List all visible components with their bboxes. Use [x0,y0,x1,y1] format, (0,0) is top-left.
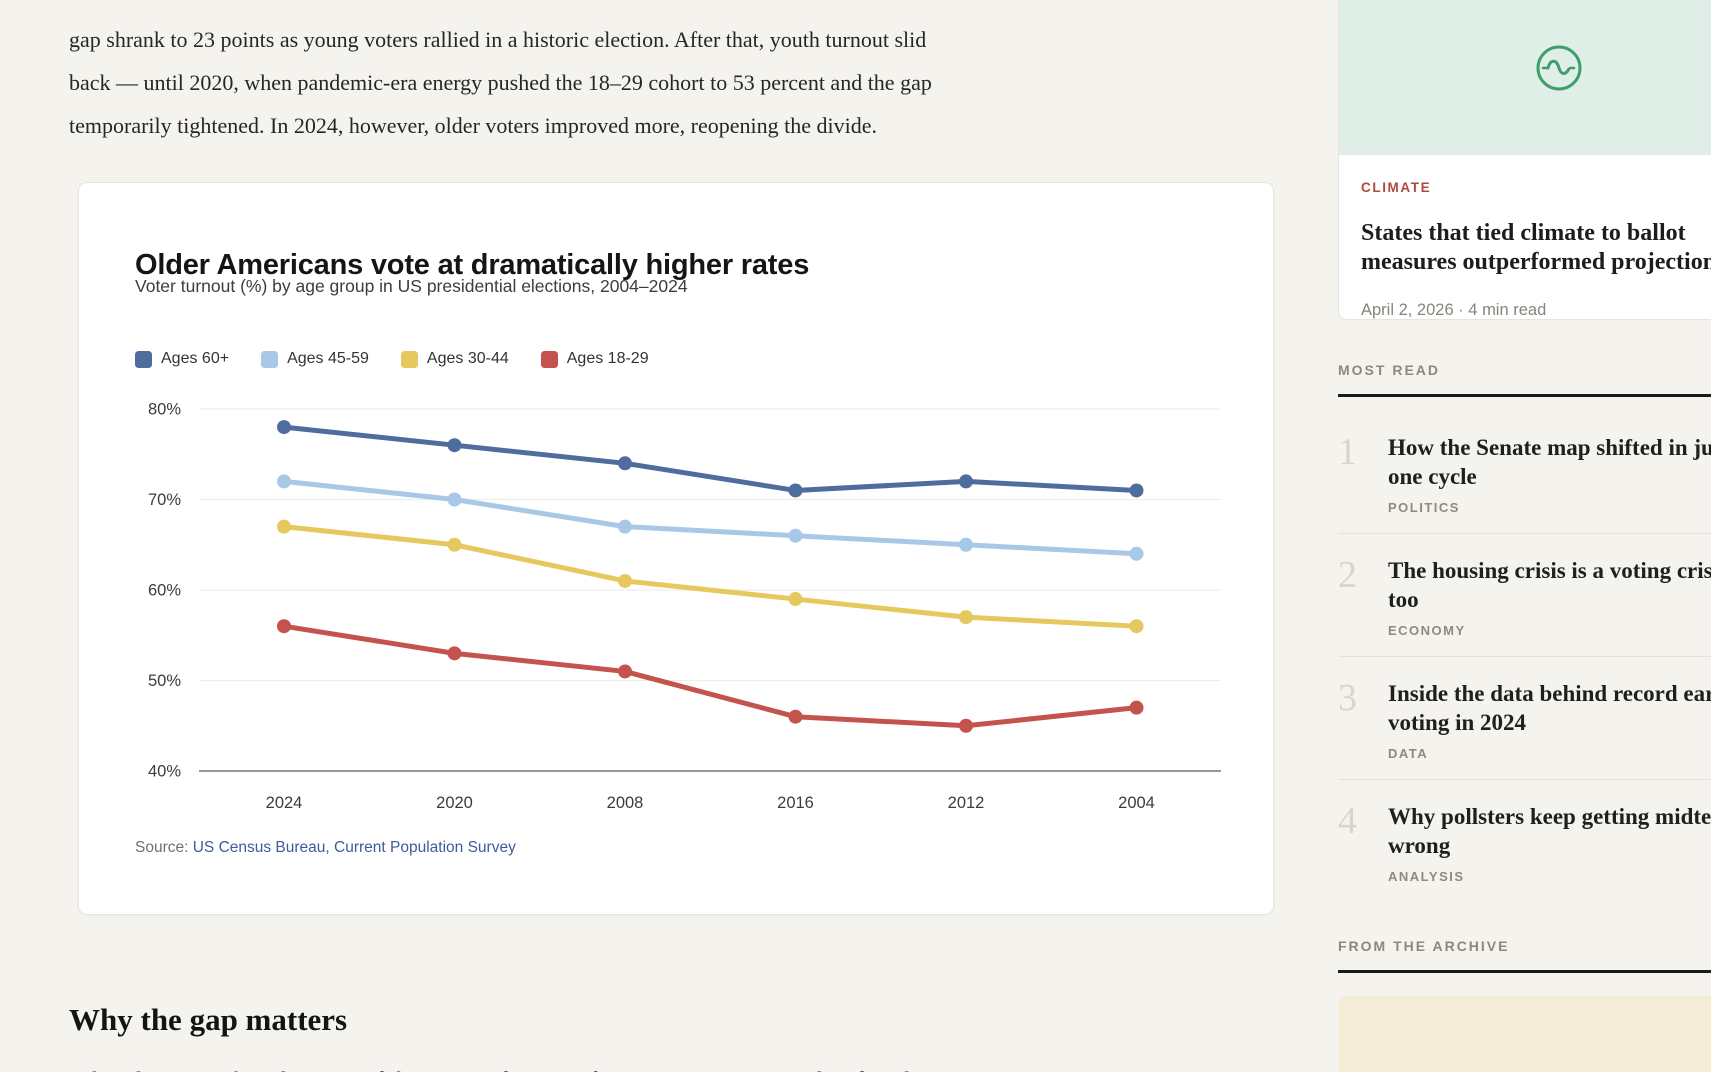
rank-number: 4 [1338,800,1357,842]
chart-card: Older Americans vote at dramatically hig… [78,182,1274,915]
article-paragraph-top: gap shrank to 23 points as young voters … [69,27,932,138]
most-read-item-text: How the Senate map shifted in just one c… [1388,433,1711,515]
most-read-title[interactable]: How the Senate map shifted in just one c… [1388,435,1711,489]
svg-text:70%: 70% [148,491,181,509]
legend-item-ages-30-44: Ages 30-44 [400,350,509,368]
most-read-title[interactable]: Why pollsters keep getting midterms wron… [1388,804,1711,858]
featured-story-card[interactable]: CLIMATE States that tied climate to ball… [1338,0,1711,320]
most-read-item-text: Inside the data behind record early voti… [1388,679,1711,761]
rank-number: 1 [1338,431,1357,473]
svg-text:40%: 40% [148,763,181,781]
most-read-category: POLITICS [1388,500,1460,515]
svg-text:2012: 2012 [948,794,985,812]
archive-heading: FROM THE ARCHIVE [1338,938,1510,954]
chart-legend: Ages 60+ Ages 45-59 Ages 30-44 Ages 18-2… [135,350,649,368]
legend-swatch-ages-30-44 [400,350,418,368]
archive-section: FROM THE ARCHIVE [1338,938,1711,1072]
sine-wave-icon [1536,45,1582,91]
chart-canvas: 80% 70% 60% 50% 40% 2024 2020 2008 2016 2012 2004 [148,401,1221,812]
line-chart-plot: 80% 70% 60% 50% 40% 2024 2020 2008 2016 2012 2004 [99,391,1279,841]
rank-number: 3 [1338,677,1357,719]
featured-story-image [1339,0,1711,155]
legend-label: Ages 18-29 [566,350,649,367]
most-read-title[interactable]: The housing crisis is a voting crisis, t… [1388,558,1711,612]
legend-swatch-ages-60plus [135,350,152,368]
legend-item-ages-60plus: Ages 60+ [135,350,229,368]
chart-title: Older Americans vote at dramatically hig… [135,249,810,282]
legend-item-ages-45-59: Ages 45-59 [261,350,369,368]
legend-label: Ages 60+ [161,350,230,367]
most-read-category: ANALYSIS [1388,869,1465,884]
article-paragraph-bottom: Political scientists have long argued th… [69,1058,1229,1072]
most-read-category: ECONOMY [1388,623,1466,638]
svg-text:2004: 2004 [1118,794,1155,812]
svg-text:2024: 2024 [266,794,303,812]
legend-swatch-ages-45-59 [261,350,279,368]
section-heading: Why the gap matters [69,1001,348,1037]
svg-text:2008: 2008 [607,794,644,812]
archive-story-card[interactable] [1338,996,1711,1072]
svg-text:2016: 2016 [777,794,814,812]
legend-label: Ages 45-59 [287,350,369,367]
most-read-item-text: Why pollsters keep getting midterms wron… [1388,802,1711,884]
svg-text:80%: 80% [148,401,181,419]
rank-number: 2 [1338,554,1357,596]
most-read-item-3[interactable]: 3 Inside the data behind record early vo… [1338,657,1711,780]
featured-title[interactable]: States that tied climate to ballot measu… [1361,220,1711,275]
most-read-category: DATA [1388,746,1429,761]
featured-story-body: CLIMATE States that tied climate to ball… [1339,155,1711,319]
featured-kicker[interactable]: CLIMATE [1361,180,1432,195]
featured-meta: April 2, 2026 · 4 min read [1361,301,1547,319]
most-read-item-text: The housing crisis is a voting crisis, t… [1388,556,1711,638]
legend-label: Ages 30-44 [426,350,509,367]
source-link[interactable]: US Census Bureau, Current Population Sur… [192,839,516,856]
chart-subtitle: Voter turnout (%) by age group in US pre… [135,276,688,296]
most-read-section: MOST READ 1 How the Senate map shifted i… [1338,362,1711,902]
source-label: Source: [135,839,189,856]
legend-item-ages-18-29: Ages 18-29 [540,350,649,368]
most-read-item-1[interactable]: 1 How the Senate map shifted in just one… [1338,397,1711,534]
section-rule [1338,970,1711,973]
most-read-title[interactable]: Inside the data behind record early voti… [1388,681,1711,735]
legend-swatch-ages-18-29 [540,350,558,368]
most-read-item-2[interactable]: 2 The housing crisis is a voting crisis,… [1338,534,1711,657]
svg-text:50%: 50% [148,672,181,690]
most-read-item-4[interactable]: 4 Why pollsters keep getting midterms wr… [1338,780,1711,902]
svg-text:2020: 2020 [436,794,473,812]
chart-source: Source: US Census Bureau, Current Popula… [135,839,516,857]
svg-text:60%: 60% [148,582,181,600]
most-read-heading: MOST READ [1338,362,1440,378]
section-rule [1338,394,1711,397]
